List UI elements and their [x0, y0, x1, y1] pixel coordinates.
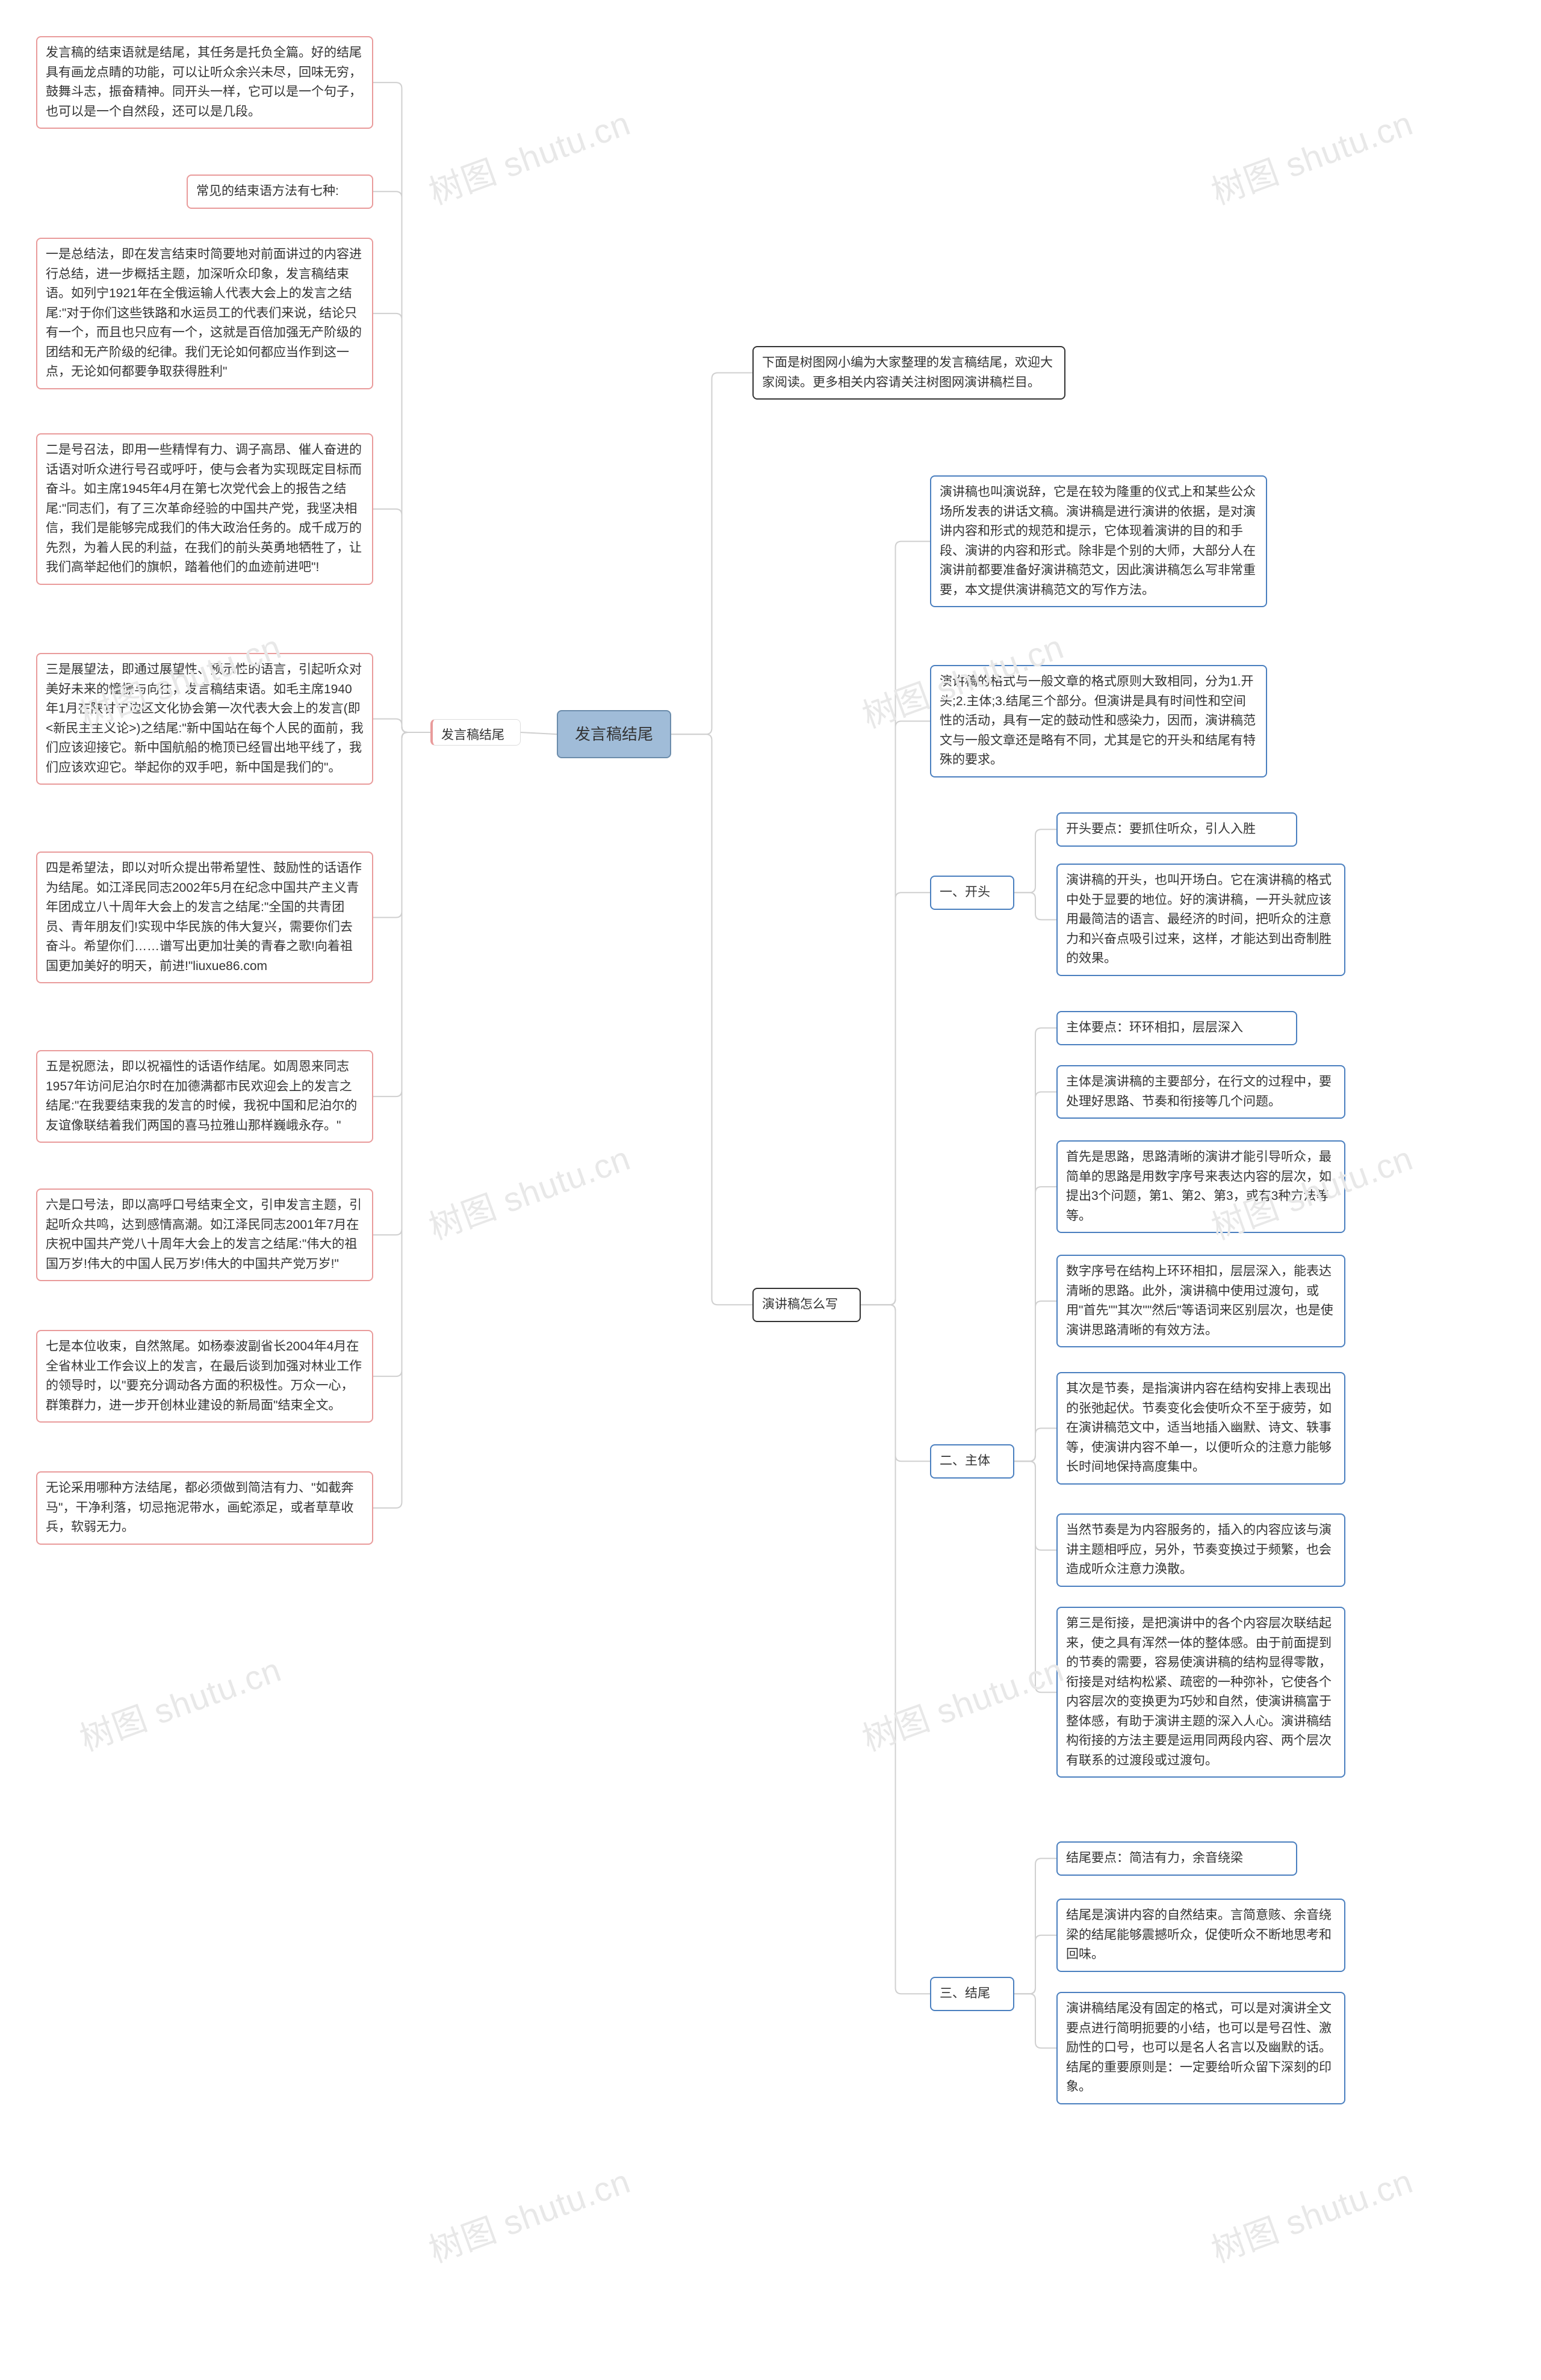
how-a-text: 演讲稿也叫演说辞，它是在较为隆重的仪式上和某些公众场所发表的讲话文稿。演讲稿是进…	[940, 485, 1256, 597]
l5-node: 三是展望法，即通过展望性、预示性的语言，引起听众对美好未来的憧憬与向往，发言稿结…	[36, 653, 373, 785]
sec2-f-text: 当然节奏是为内容服务的，插入的内容应该与演讲主题相呼应，另外，节奏变换过于频繁，…	[1066, 1523, 1332, 1576]
sec3-c-node: 演讲稿结尾没有固定的格式，可以是对演讲全文要点进行简明扼要的小结，也可以是号召性…	[1056, 1992, 1345, 2104]
left-hub-label: 发言稿结尾	[441, 728, 504, 742]
sec2-g-node: 第三是衔接，是把演讲中的各个内容层次联结起来，使之具有浑然一体的整体感。由于前面…	[1056, 1607, 1345, 1778]
l7-node: 五是祝愿法，即以祝福性的话语作结尾。如周恩来同志1957年访问尼泊尔时在加德满都…	[36, 1050, 373, 1143]
watermark: 树图 shutu.cn	[1204, 2154, 1419, 2272]
root-node: 发言稿结尾	[557, 710, 671, 758]
sec1-hub-label: 一、开头	[940, 885, 990, 899]
sec2-c-text: 首先是思路，思路清晰的演讲才能引导听众，最简单的思路是用数字序号来表达内容的层次…	[1066, 1150, 1332, 1223]
sec3-hub-label: 三、结尾	[940, 1986, 990, 2000]
sec1-b-text: 演讲稿的开头，也叫开场白。它在演讲稿的格式中处于显要的地位。好的演讲稿，一开头就…	[1066, 873, 1332, 965]
l7-text: 五是祝愿法，即以祝福性的话语作结尾。如周恩来同志1957年访问尼泊尔时在加德满都…	[46, 1060, 357, 1133]
sec2-a-text: 主体要点：环环相扣，层层深入	[1066, 1021, 1243, 1034]
watermark: 树图 shutu.cn	[1204, 96, 1419, 214]
sec2-e-node: 其次是节奏，是指演讲内容在结构安排上表现出的张弛起伏。节奏变化会使听众不至于疲劳…	[1056, 1372, 1345, 1485]
watermark: 树图 shutu.cn	[855, 1643, 1070, 1761]
sec2-c-node: 首先是思路，思路清晰的演讲才能引导听众，最简单的思路是用数字序号来表达内容的层次…	[1056, 1140, 1345, 1233]
l5-text: 三是展望法，即通过展望性、预示性的语言，引起听众对美好未来的憧憬与向往，发言稿结…	[46, 663, 364, 774]
sec3-c-text: 演讲稿结尾没有固定的格式，可以是对演讲全文要点进行简明扼要的小结，也可以是号召性…	[1066, 2001, 1332, 2094]
l4-text: 二是号召法，即用一些精悍有力、调子高昂、催人奋进的话语对听众进行号召或呼吁，使与…	[46, 443, 362, 574]
watermark: 树图 shutu.cn	[421, 96, 636, 214]
l8-node: 六是口号法，即以高呼口号结束全文，引申发言主题，引起听众共鸣，达到感情高潮。如江…	[36, 1188, 373, 1281]
watermark: 树图 shutu.cn	[421, 1131, 636, 1249]
how-hub-node: 演讲稿怎么写	[752, 1288, 861, 1322]
how-a-node: 演讲稿也叫演说辞，它是在较为隆重的仪式上和某些公众场所发表的讲话文稿。演讲稿是进…	[930, 475, 1267, 607]
sec1-a-node: 开头要点：要抓住听众，引人入胜	[1056, 812, 1297, 847]
sec1-b-node: 演讲稿的开头，也叫开场白。它在演讲稿的格式中处于显要的地位。好的演讲稿，一开头就…	[1056, 864, 1345, 976]
sec2-d-node: 数字序号在结构上环环相扣，层层深入，能表达清晰的思路。此外，演讲稿中使用过渡句，…	[1056, 1255, 1345, 1347]
how-b-text: 演讲稿的格式与一般文章的格式原则大致相同，分为1.开头;2.主体;3.结尾三个部…	[940, 675, 1256, 767]
how-hub-label: 演讲稿怎么写	[762, 1297, 838, 1311]
watermark: 树图 shutu.cn	[72, 1643, 287, 1761]
l6-text: 四是希望法，即以对听众提出带希望性、鼓励性的话语作为结尾。如江泽民同志2002年…	[46, 861, 362, 973]
sec3-b-node: 结尾是演讲内容的自然结束。言简意赅、余音绕梁的结尾能够震撼听众，促使听众不断地思…	[1056, 1899, 1345, 1972]
l8-text: 六是口号法，即以高呼口号结束全文，引申发言主题，引起听众共鸣，达到感情高潮。如江…	[46, 1198, 362, 1271]
left-hub-node: 发言稿结尾	[430, 719, 521, 746]
sec2-hub-label: 二、主体	[940, 1454, 990, 1468]
how-b-node: 演讲稿的格式与一般文章的格式原则大致相同，分为1.开头;2.主体;3.结尾三个部…	[930, 665, 1267, 777]
sec3-hub-node: 三、结尾	[930, 1977, 1014, 2011]
l10-text: 无论采用哪种方法结尾，都必须做到简洁有力、"如截奔马"，干净利落，切忌拖泥带水，…	[46, 1481, 353, 1534]
sec1-a-text: 开头要点：要抓住听众，引人入胜	[1066, 822, 1256, 836]
sec3-b-text: 结尾是演讲内容的自然结束。言简意赅、余音绕梁的结尾能够震撼听众，促使听众不断地思…	[1066, 1908, 1332, 1961]
sec2-b-node: 主体是演讲稿的主要部分，在行文的过程中，要处理好思路、节奏和衔接等几个问题。	[1056, 1065, 1345, 1119]
l9-node: 七是本位收束，自然煞尾。如杨泰波副省长2004年4月在全省林业工作会议上的发言，…	[36, 1330, 373, 1423]
sec3-a-node: 结尾要点：简洁有力，余音绕梁	[1056, 1841, 1297, 1876]
l10-node: 无论采用哪种方法结尾，都必须做到简洁有力、"如截奔马"，干净利落，切忌拖泥带水，…	[36, 1471, 373, 1545]
l1-text: 发言稿的结束语就是结尾，其任务是托负全篇。好的结尾具有画龙点睛的功能，可以让听众…	[46, 46, 362, 119]
l3-text: 一是总结法，即在发言结束时简要地对前面讲过的内容进行总结，进一步概括主题，加深听…	[46, 247, 362, 379]
watermark: 树图 shutu.cn	[421, 2154, 636, 2272]
l6-node: 四是希望法，即以对听众提出带希望性、鼓励性的话语作为结尾。如江泽民同志2002年…	[36, 852, 373, 983]
l2-node: 常见的结束语方法有七种:	[187, 175, 373, 209]
l2-text: 常见的结束语方法有七种:	[196, 184, 339, 198]
l3-node: 一是总结法，即在发言结束时简要地对前面讲过的内容进行总结，进一步概括主题，加深听…	[36, 238, 373, 389]
sec2-g-text: 第三是衔接，是把演讲中的各个内容层次联结起来，使之具有浑然一体的整体感。由于前面…	[1066, 1616, 1332, 1767]
sec2-e-text: 其次是节奏，是指演讲内容在结构安排上表现出的张弛起伏。节奏变化会使听众不至于疲劳…	[1066, 1382, 1332, 1474]
sec2-hub-node: 二、主体	[930, 1444, 1014, 1479]
intro-text: 下面是树图网小编为大家整理的发言稿结尾，欢迎大家阅读。更多相关内容请关注树图网演…	[762, 356, 1053, 389]
sec1-hub-node: 一、开头	[930, 876, 1014, 910]
sec3-a-text: 结尾要点：简洁有力，余音绕梁	[1066, 1851, 1243, 1865]
sec2-f-node: 当然节奏是为内容服务的，插入的内容应该与演讲主题相呼应，另外，节奏变换过于频繁，…	[1056, 1513, 1345, 1587]
l1-node: 发言稿的结束语就是结尾，其任务是托负全篇。好的结尾具有画龙点睛的功能，可以让听众…	[36, 36, 373, 129]
sec2-b-text: 主体是演讲稿的主要部分，在行文的过程中，要处理好思路、节奏和衔接等几个问题。	[1066, 1075, 1332, 1108]
sec2-d-text: 数字序号在结构上环环相扣，层层深入，能表达清晰的思路。此外，演讲稿中使用过渡句，…	[1066, 1264, 1333, 1337]
l9-text: 七是本位收束，自然煞尾。如杨泰波副省长2004年4月在全省林业工作会议上的发言，…	[46, 1340, 362, 1412]
l4-node: 二是号召法，即用一些精悍有力、调子高昂、催人奋进的话语对听众进行号召或呼吁，使与…	[36, 433, 373, 585]
root-label: 发言稿结尾	[575, 725, 653, 743]
sec2-a-node: 主体要点：环环相扣，层层深入	[1056, 1011, 1297, 1045]
intro-node: 下面是树图网小编为大家整理的发言稿结尾，欢迎大家阅读。更多相关内容请关注树图网演…	[752, 346, 1065, 400]
